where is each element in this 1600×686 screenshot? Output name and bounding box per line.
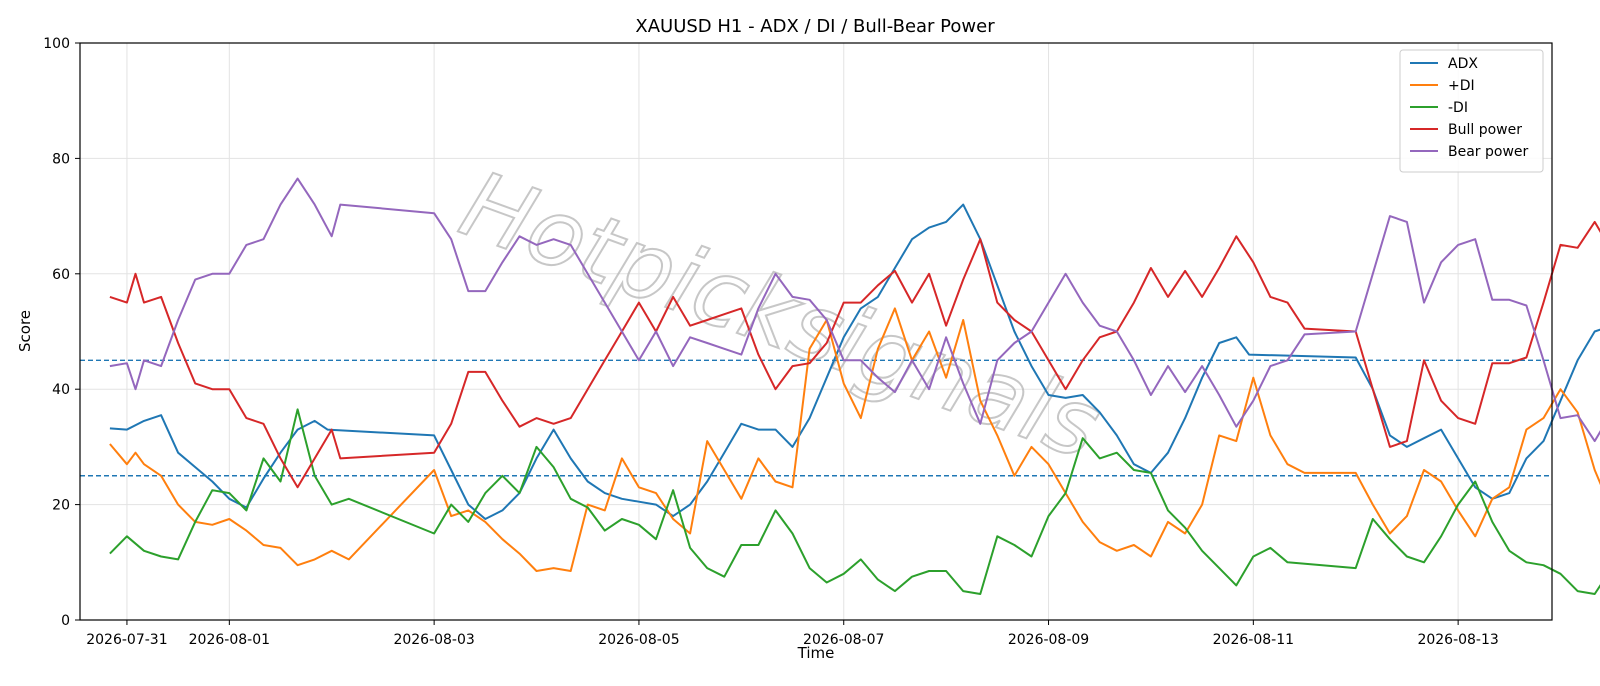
x-tick-label: 2026-08-05 — [598, 632, 679, 648]
x-axis-ticks: 2026-07-31 2026-08-01 2026-08-03 2026-08-05… — [86, 620, 1499, 648]
y-tick-label: 100 — [43, 36, 70, 52]
series-line-di — [109, 307, 1600, 572]
legend-label: +DI — [1448, 78, 1475, 94]
x-tick-label: 2026-08-03 — [393, 632, 474, 648]
y-tick-label: 0 — [61, 613, 70, 629]
legend: ADX +DI -DI Bull power Bear power — [1399, 49, 1544, 173]
x-axis-title: Time — [797, 644, 835, 662]
plot-frame — [79, 42, 1553, 621]
y-tick-label: 20 — [52, 498, 70, 514]
x-tick-label: 2026-08-11 — [1213, 632, 1294, 648]
y-axis-title: Score — [16, 310, 34, 352]
x-tick-label: 2026-08-01 — [189, 632, 270, 648]
legend-label: Bull power — [1448, 122, 1522, 138]
x-tick-label: 2026-08-07 — [803, 632, 884, 648]
legend-label: ADX — [1448, 56, 1478, 72]
legend-label: Bear power — [1448, 144, 1529, 160]
y-tick-label: 40 — [52, 382, 70, 398]
x-tick-label: 2026-08-13 — [1417, 632, 1498, 648]
series-line-adx — [109, 203, 1600, 520]
y-axis-ticks: 0 20 40 60 80 100 — [43, 36, 80, 629]
chart-title: XAUUSD H1 - ADX / DI / Bull-Bear Power — [635, 16, 995, 37]
series-line-di — [109, 408, 1600, 595]
reference-lines — [80, 359, 1552, 477]
series-line-bear-power — [109, 177, 1600, 443]
series-lines — [109, 177, 1600, 595]
legend-box — [1399, 49, 1544, 173]
x-tick-label: 2026-07-31 — [86, 632, 167, 648]
x-tick-label: 2026-08-09 — [1008, 632, 1089, 648]
y-tick-label: 80 — [52, 151, 70, 167]
legend-label: -DI — [1448, 100, 1468, 116]
y-tick-label: 60 — [52, 267, 70, 283]
series-line-bull-power — [109, 220, 1600, 489]
